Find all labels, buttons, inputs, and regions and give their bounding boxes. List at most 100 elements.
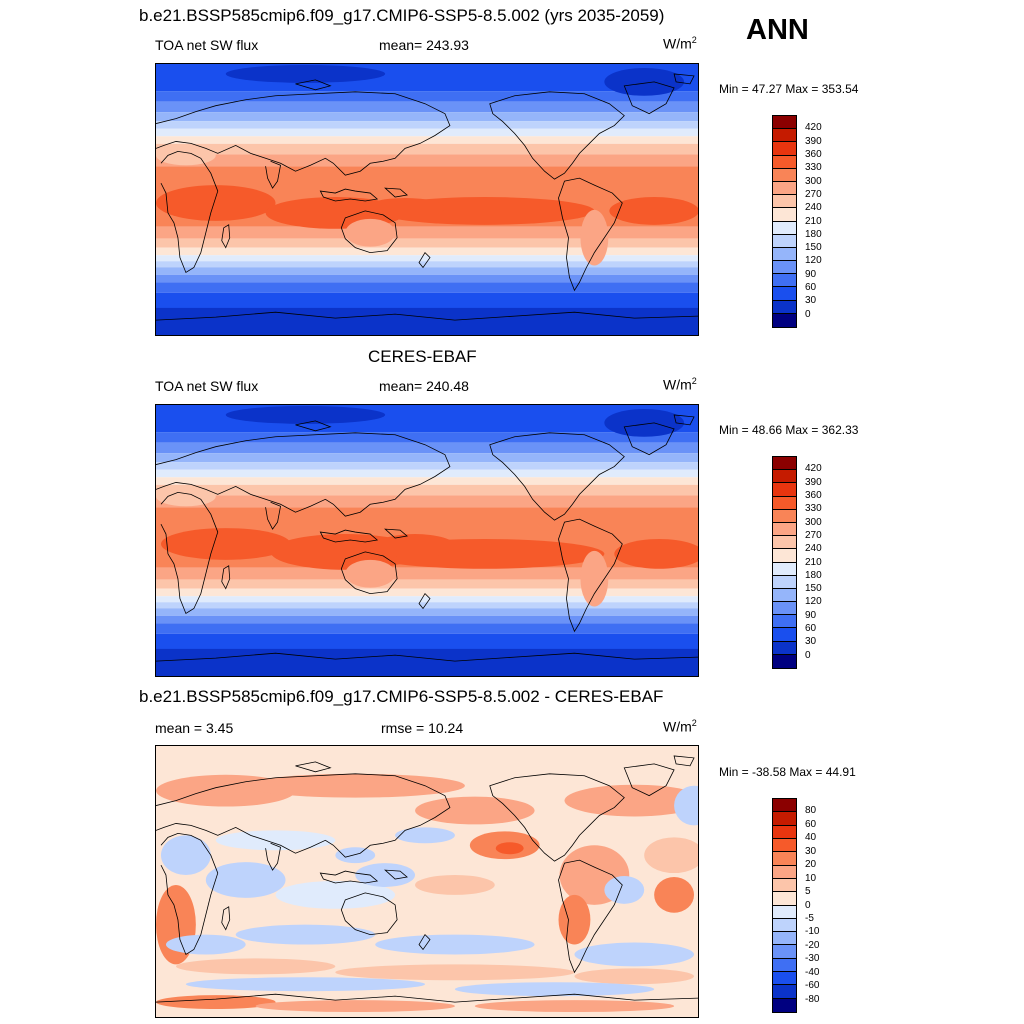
colorbar-tick-label: 90 xyxy=(805,268,817,280)
map-canvas xyxy=(156,405,698,676)
colorbar-tick-label: 80 xyxy=(805,805,817,817)
colorbar-box xyxy=(773,142,796,156)
colorbar-box xyxy=(773,155,796,169)
colorbar-tick-label: 300 xyxy=(805,516,822,528)
colorbar-tick-label: 60 xyxy=(805,282,817,294)
colorbar-tick-label: -80 xyxy=(805,993,820,1005)
colorbar-tick-label: 420 xyxy=(805,463,822,475)
colorbar-tick-label: 30 xyxy=(805,295,817,307)
colorbar-tick-label: 0 xyxy=(805,308,811,320)
colorbar-tick-label: 330 xyxy=(805,503,822,515)
colorbar-box xyxy=(773,496,796,510)
panel1-sw-flux-map xyxy=(155,63,699,336)
colorbar-box xyxy=(773,878,796,893)
colorbar-box xyxy=(773,181,796,196)
colorbar-tick-label: 420 xyxy=(805,122,822,134)
colorbar-box xyxy=(773,905,796,919)
colorbar-tick-label: 210 xyxy=(805,215,822,227)
panel2-minmax-label: Min = 48.66 Max = 362.33 xyxy=(719,423,859,437)
colorbar-tick-label: 0 xyxy=(805,899,811,911)
map-canvas xyxy=(156,746,698,1017)
colorbar-box xyxy=(773,985,796,999)
colorbar-tick-label: -20 xyxy=(805,939,820,951)
colorbar-tick-label: 20 xyxy=(805,859,817,871)
colorbar-tick-label: 300 xyxy=(805,175,822,187)
colorbar-box xyxy=(773,615,796,629)
panel3-units-label: W/m2 xyxy=(663,718,697,735)
colorbar-tick-label: 0 xyxy=(805,649,811,661)
colorbar-box xyxy=(773,852,796,866)
colorbar-tick-label: 270 xyxy=(805,188,822,200)
colorbar-box xyxy=(773,972,796,986)
panel2-sw-flux-map xyxy=(155,404,699,677)
colorbar-tick-label: 120 xyxy=(805,596,822,608)
colorbar-box xyxy=(773,195,796,209)
colorbar-tick-label: 270 xyxy=(805,529,822,541)
panel2-title: CERES-EBAF xyxy=(368,347,477,366)
panel2-mean-label: mean= 240.48 xyxy=(379,378,469,394)
colorbar-tick-label: 390 xyxy=(805,135,822,147)
colorbar-box xyxy=(773,602,796,616)
colorbar-box xyxy=(773,287,796,301)
colorbar-tick-label: 240 xyxy=(805,543,822,555)
colorbar-tick-label: 390 xyxy=(805,476,822,488)
colorbar-box xyxy=(773,457,796,471)
colorbar-tick-label: 150 xyxy=(805,583,822,595)
panel1-minmax-label: Min = 47.27 Max = 353.54 xyxy=(719,82,859,96)
panel1-mean-label: mean= 243.93 xyxy=(379,37,469,53)
season-label: ANN xyxy=(746,14,809,46)
colorbar-tick-label: -40 xyxy=(805,966,820,978)
colorbar-box xyxy=(773,313,796,327)
colorbar-tick-label: -5 xyxy=(805,912,814,924)
colorbar-box xyxy=(773,274,796,288)
panel2-colorbar xyxy=(772,456,797,669)
colorbar-box xyxy=(773,654,796,668)
colorbar-box xyxy=(773,838,796,853)
colorbar-tick-label: 30 xyxy=(805,845,817,857)
colorbar-tick-label: 330 xyxy=(805,162,822,174)
colorbar-box xyxy=(773,116,796,130)
colorbar-box xyxy=(773,799,796,813)
colorbar-tick-label: 5 xyxy=(805,886,811,898)
colorbar-tick-label: -60 xyxy=(805,980,820,992)
colorbar-tick-label: -10 xyxy=(805,926,820,938)
colorbar-tick-label: 180 xyxy=(805,228,822,240)
panel3-title: b.e21.BSSP585cmip6.f09_g17.CMIP6-SSP5-8.… xyxy=(139,687,664,706)
colorbar-box xyxy=(773,945,796,959)
panel3-rmse-label: rmse = 10.24 xyxy=(381,720,464,736)
panel3-mean-label: mean = 3.45 xyxy=(155,720,234,736)
colorbar-tick-label: 240 xyxy=(805,202,822,214)
colorbar-box xyxy=(773,958,796,973)
panel3-difference-map xyxy=(155,745,699,1018)
panel3-colorbar xyxy=(772,798,797,1013)
colorbar-box xyxy=(773,825,796,839)
panel1-title: b.e21.BSSP585cmip6.f09_g17.CMIP6-SSP5-8.… xyxy=(139,6,665,25)
panel1-colorbar xyxy=(772,115,797,328)
colorbar-box xyxy=(773,247,796,262)
colorbar-tick-label: -30 xyxy=(805,953,820,965)
colorbar-tick-label: 90 xyxy=(805,609,817,621)
colorbar-tick-label: 10 xyxy=(805,872,817,884)
colorbar-box xyxy=(773,562,796,576)
panel2-variable-label: TOA net SW flux xyxy=(155,378,259,394)
colorbar-tick-label: 30 xyxy=(805,636,817,648)
panel2-units-label: W/m2 xyxy=(663,376,697,393)
panel1-units-label: W/m2 xyxy=(663,35,697,52)
map-canvas xyxy=(156,64,698,335)
colorbar-box xyxy=(773,865,796,879)
colorbar-box xyxy=(773,300,796,314)
colorbar-box xyxy=(773,129,796,143)
colorbar-box xyxy=(773,641,796,655)
panel3-minmax-label: Min = -38.58 Max = 44.91 xyxy=(719,765,856,779)
colorbar-box xyxy=(773,168,796,182)
colorbar-box xyxy=(773,509,796,523)
colorbar-box xyxy=(773,483,796,497)
colorbar-box xyxy=(773,522,796,537)
colorbar-box xyxy=(773,208,796,222)
colorbar-box xyxy=(773,536,796,550)
colorbar-box xyxy=(773,470,796,484)
colorbar-box xyxy=(773,549,796,563)
colorbar-box xyxy=(773,588,796,603)
colorbar-tick-label: 210 xyxy=(805,556,822,568)
colorbar-tick-label: 60 xyxy=(805,623,817,635)
